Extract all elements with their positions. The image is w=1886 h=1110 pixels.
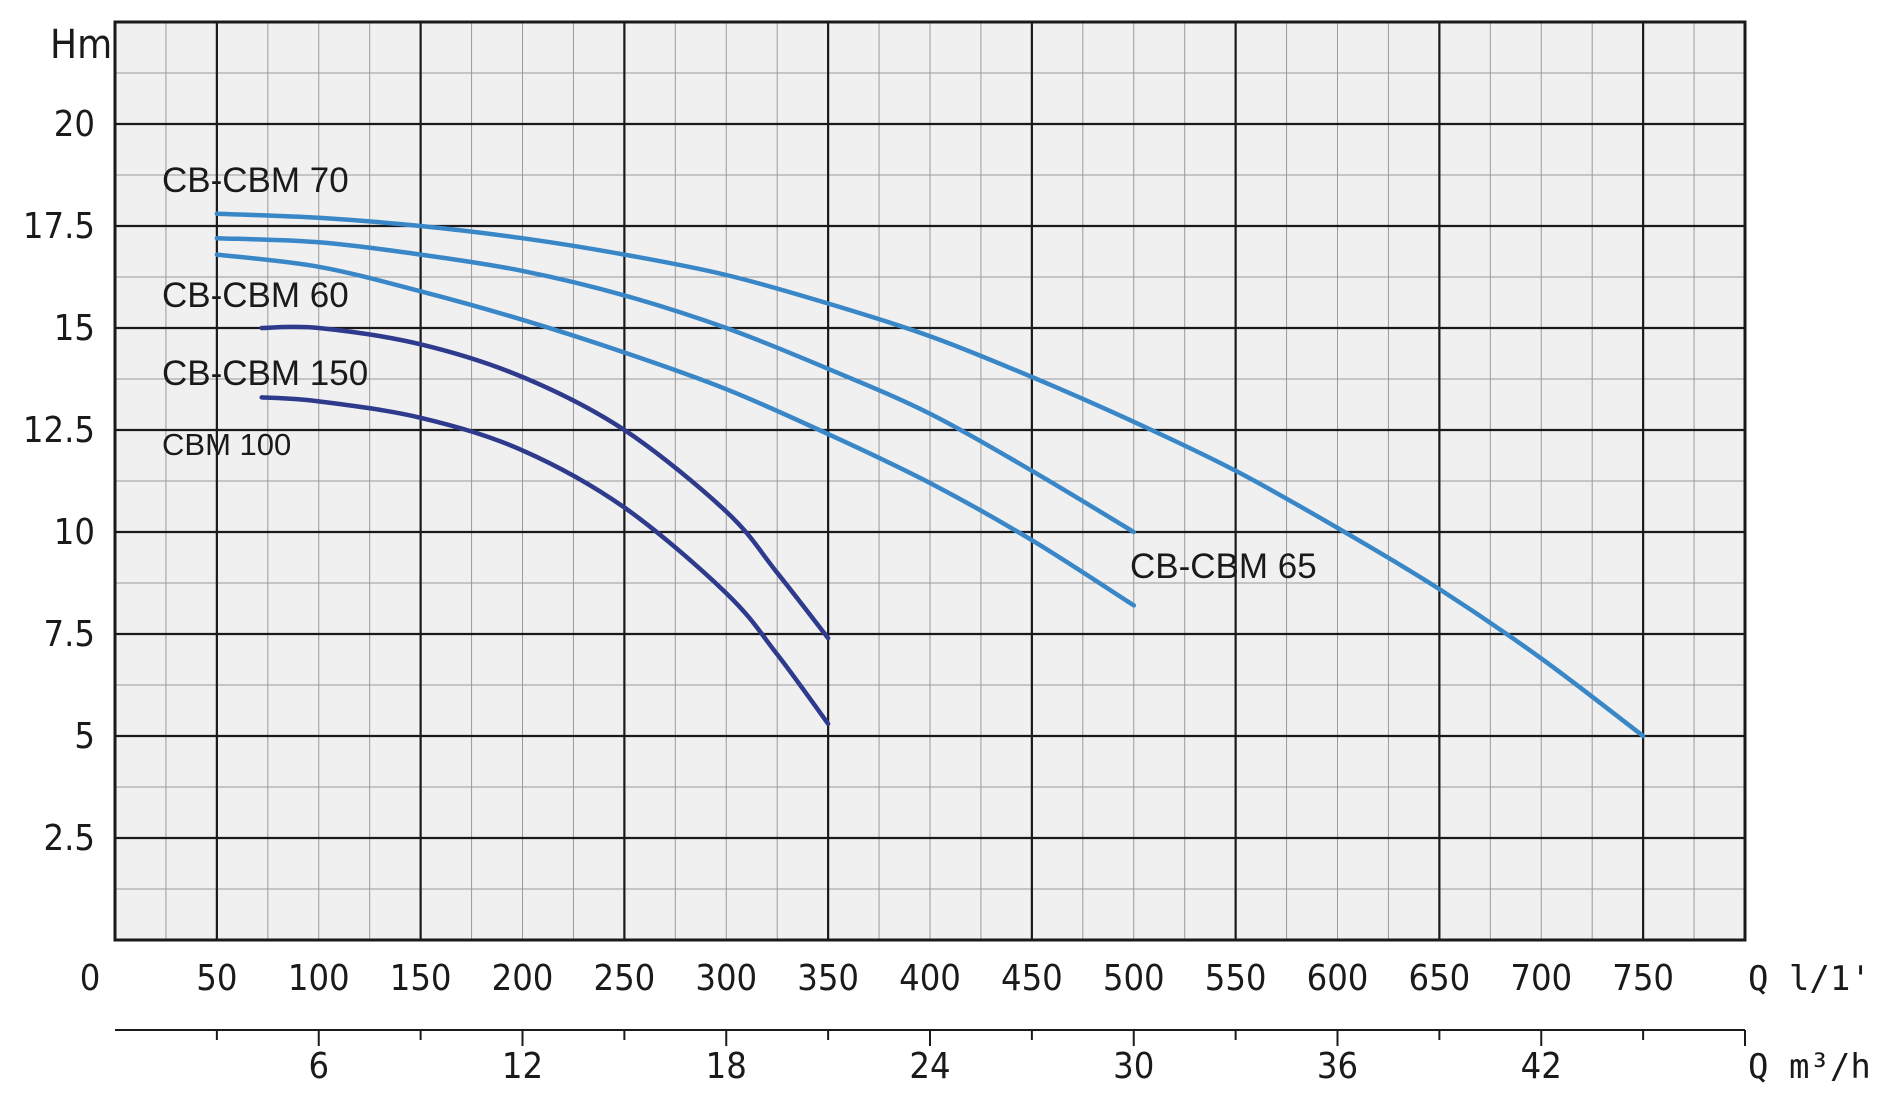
x-tick-label: 50	[196, 958, 237, 999]
series-label-cb-cbm-65: CB-CBM 65	[1130, 547, 1317, 586]
series-line-cb-cbm-150	[259, 324, 831, 641]
series-line-cbm-100	[259, 395, 831, 727]
x-tick-label: 200	[492, 958, 554, 999]
x-tick-label: 550	[1205, 958, 1267, 999]
series-line-cb-cbm-70	[214, 211, 1646, 739]
x-tick-label: 400	[899, 958, 961, 999]
x-tick-label: 450	[1001, 958, 1063, 999]
series-label-cb-cbm-60: CB-CBM 60	[162, 276, 349, 315]
series-label-cb-cbm-150: CB-CBM 150	[162, 354, 368, 393]
x-tick-label: 0	[80, 958, 101, 999]
x2-tick-label: 42	[1521, 1046, 1562, 1087]
x2-tick-label: 18	[706, 1046, 747, 1087]
series-label-cbm-100: CBM 100	[162, 427, 291, 462]
y-tick-label: 20	[54, 104, 95, 145]
x-tick-label: 750	[1612, 958, 1674, 999]
major-grid	[115, 22, 1745, 940]
y-tick-label: 10	[54, 512, 95, 553]
x-tick-label: 250	[593, 958, 655, 999]
x-tick-label: 300	[695, 958, 757, 999]
x-tick-label: 500	[1103, 958, 1165, 999]
series-lines	[214, 211, 1646, 739]
y-tick-label: 2.5	[44, 818, 96, 859]
y-tick-label: 7.5	[44, 614, 96, 655]
x2-axis-title: Q m³/h	[1748, 1047, 1871, 1087]
secondary-x-axis: 6 12 18 24 30 36 42	[115, 1029, 1746, 1087]
x2-tick-label: 6	[308, 1046, 329, 1087]
y-tick-label: 15	[54, 308, 95, 349]
y-tick-label: 5	[74, 716, 95, 757]
series-line-cb-cbm-65	[214, 235, 1137, 535]
y-tick-label: 17.5	[23, 206, 95, 247]
x2-tick-label: 12	[502, 1046, 543, 1087]
x2-tick-label: 36	[1317, 1046, 1358, 1087]
x-tick-label: 650	[1408, 958, 1470, 999]
x-tick-label: 600	[1307, 958, 1369, 999]
y-tick-labels: 2.5 5 7.5 10 12.5 15 17.5 20	[23, 104, 95, 859]
y-axis-title: Hm	[50, 22, 112, 68]
series-label-cb-cbm-70: CB-CBM 70	[162, 161, 349, 200]
x-tick-labels: 0 50 100 150 200 250 300 350 400 450 500 550 600 650 7…	[80, 958, 1674, 999]
plot-frame	[113, 20, 1747, 942]
x2-tick-label: 30	[1113, 1046, 1154, 1087]
y-tick-label: 12.5	[23, 410, 95, 451]
series-line-cb-cbm-60	[214, 252, 1137, 608]
x-tick-label: 700	[1510, 958, 1572, 999]
x-tick-label: 150	[390, 958, 452, 999]
x-tick-label: 100	[288, 958, 350, 999]
x-tick-label: 350	[797, 958, 859, 999]
x2-tick-label: 24	[909, 1046, 950, 1087]
x-axis-title: Q l/1'	[1748, 959, 1871, 999]
